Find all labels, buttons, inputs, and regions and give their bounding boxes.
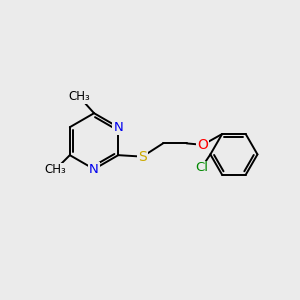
Text: N: N [113,121,123,134]
Text: S: S [138,150,147,164]
Text: O: O [197,138,208,152]
Text: N: N [89,163,99,176]
Text: CH₃: CH₃ [68,91,90,103]
Text: Cl: Cl [195,161,208,174]
Text: CH₃: CH₃ [44,164,66,176]
